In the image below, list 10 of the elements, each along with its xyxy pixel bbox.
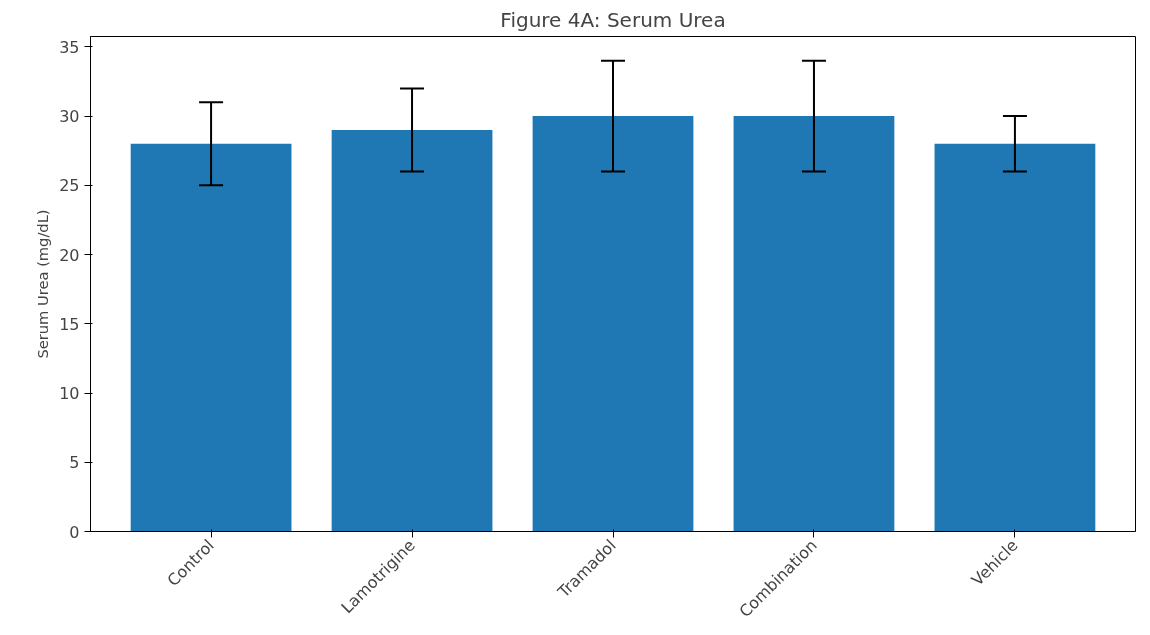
y-tick-label: 0 (69, 522, 80, 542)
y-tick-label: 30 (59, 107, 80, 127)
chart-title: Figure 4A: Serum Urea (500, 7, 726, 32)
y-tick-label: 35 (59, 37, 80, 57)
y-axis-title: Serum Urea (mg/dL) (34, 209, 52, 359)
y-tick-label: 20 (59, 245, 80, 265)
y-tick-label: 5 (69, 453, 80, 473)
y-tick-label: 25 (59, 176, 80, 196)
y-tick-label: 10 (59, 384, 80, 404)
y-tick-label: 15 (59, 314, 80, 334)
